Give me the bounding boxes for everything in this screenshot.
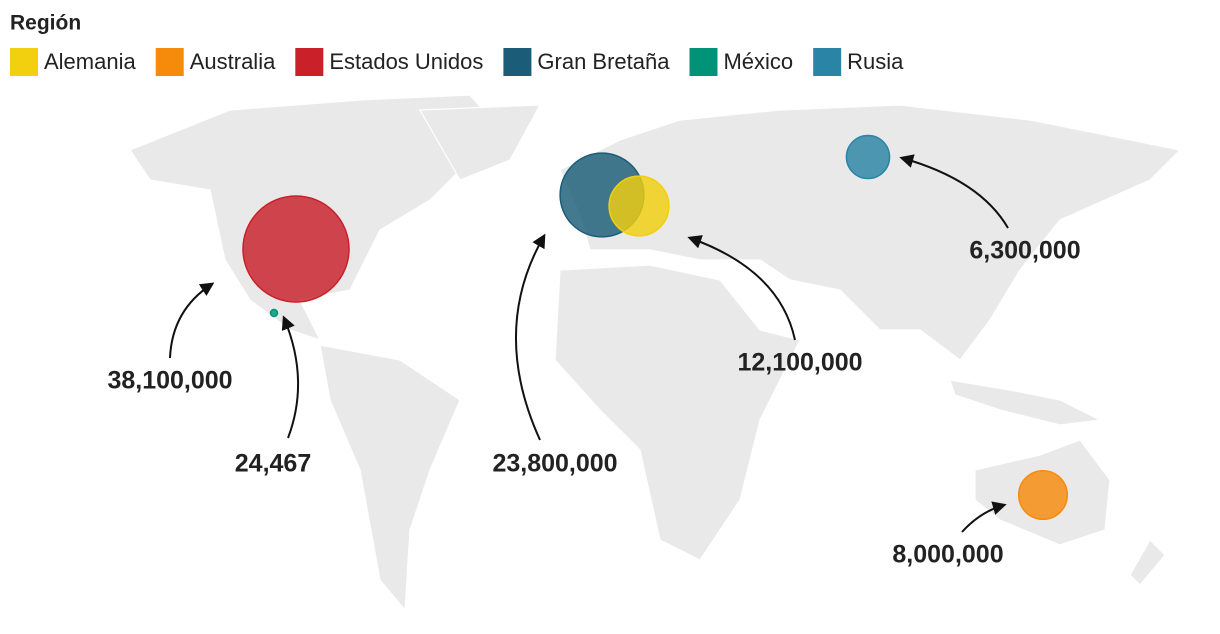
africa <box>554 264 801 561</box>
value-label: 38,100,000 <box>107 367 232 395</box>
legend-swatch <box>689 48 718 76</box>
south-america <box>319 344 461 612</box>
arrow <box>687 235 796 341</box>
legend-label: Gran Bretaña <box>537 49 670 74</box>
legend-label: Australia <box>190 49 276 74</box>
legend-swatch <box>813 48 842 76</box>
bubble <box>1017 469 1069 521</box>
legend-label: Alemania <box>44 49 136 74</box>
basemap <box>129 94 1182 612</box>
greenland <box>418 104 542 181</box>
bubble <box>242 195 350 303</box>
bubble <box>269 308 279 318</box>
arrow <box>514 233 546 441</box>
bubble <box>845 134 891 180</box>
arrow <box>169 282 215 359</box>
legend-label: Estados Unidos <box>329 49 483 74</box>
legend-title: Región <box>10 12 81 35</box>
value-label: 24,467 <box>235 450 311 478</box>
legend-label: México <box>723 49 793 74</box>
value-label: 12,100,000 <box>737 349 862 377</box>
bubble <box>608 175 670 237</box>
eurasia <box>559 104 1182 361</box>
legend-swatch <box>503 48 532 76</box>
legend-swatch <box>295 48 324 76</box>
arrow <box>961 501 1007 533</box>
value-label: 23,800,000 <box>492 450 617 478</box>
arrow <box>899 154 1009 229</box>
arrow <box>281 315 299 439</box>
indonesia <box>949 379 1103 426</box>
legend-swatch <box>10 48 38 76</box>
value-label: 8,000,000 <box>892 541 1003 569</box>
legend: Alemania Australia Estados Unidos Gran Bret… <box>10 48 904 76</box>
value-label: 6,300,000 <box>969 237 1080 265</box>
legend-label: Rusia <box>847 49 904 74</box>
legend-swatch <box>155 48 184 76</box>
bubbles <box>242 134 1069 521</box>
new-zealand <box>1129 539 1166 586</box>
labels: 12,100,000 8,000,000 38,100,000 23,800,000 2… <box>107 154 1081 569</box>
